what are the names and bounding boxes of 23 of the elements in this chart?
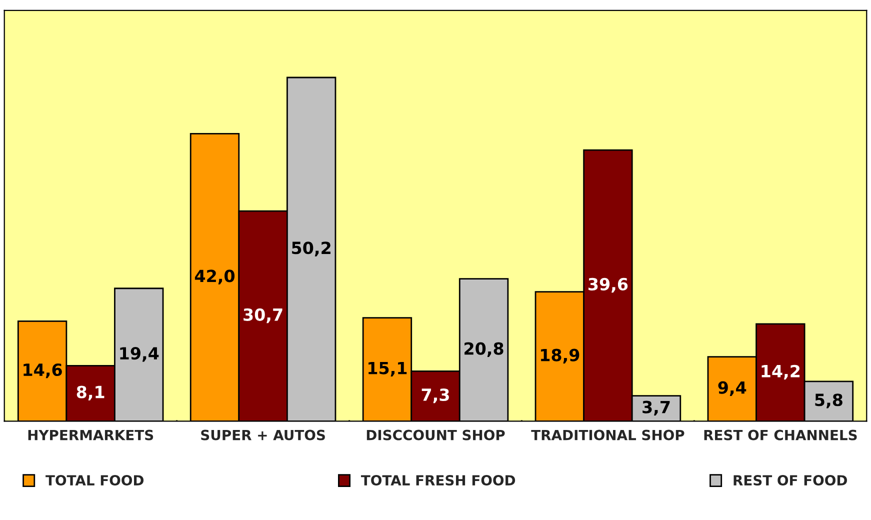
x-tick-label: REST OF CHANNELS <box>704 430 857 440</box>
legend-label: TOTAL FRESH FOOD <box>360 475 516 486</box>
data-label: 42,0 <box>194 270 235 284</box>
data-label: 15,1 <box>368 362 407 376</box>
data-label: 50,2 <box>292 242 330 256</box>
data-label: 9,4 <box>718 381 746 396</box>
data-label: 14,2 <box>762 364 800 380</box>
data-label: 8,1 <box>76 386 104 400</box>
data-label: 7,3 <box>422 388 449 404</box>
legend-label: REST OF FOOD <box>734 475 847 486</box>
x-tick-label: SUPER + AUTOS <box>201 430 325 440</box>
x-tick-label: DISCCOUNT SHOP <box>366 430 505 440</box>
data-label: 5,8 <box>815 394 842 408</box>
data-label: 19,4 <box>120 347 159 362</box>
legend-label: TOTAL FOOD <box>46 475 144 486</box>
x-tick-label: HYPERMARKETS <box>28 430 154 440</box>
data-label: 3,7 <box>642 400 670 416</box>
data-label: 14,6 <box>24 363 62 378</box>
data-label: 30,7 <box>244 308 282 324</box>
data-label: 18,9 <box>540 348 580 364</box>
data-label: 39,6 <box>588 278 628 293</box>
x-tick-label: TRADITIONAL SHOP <box>531 430 684 440</box>
data-label: 20,8 <box>464 342 504 357</box>
